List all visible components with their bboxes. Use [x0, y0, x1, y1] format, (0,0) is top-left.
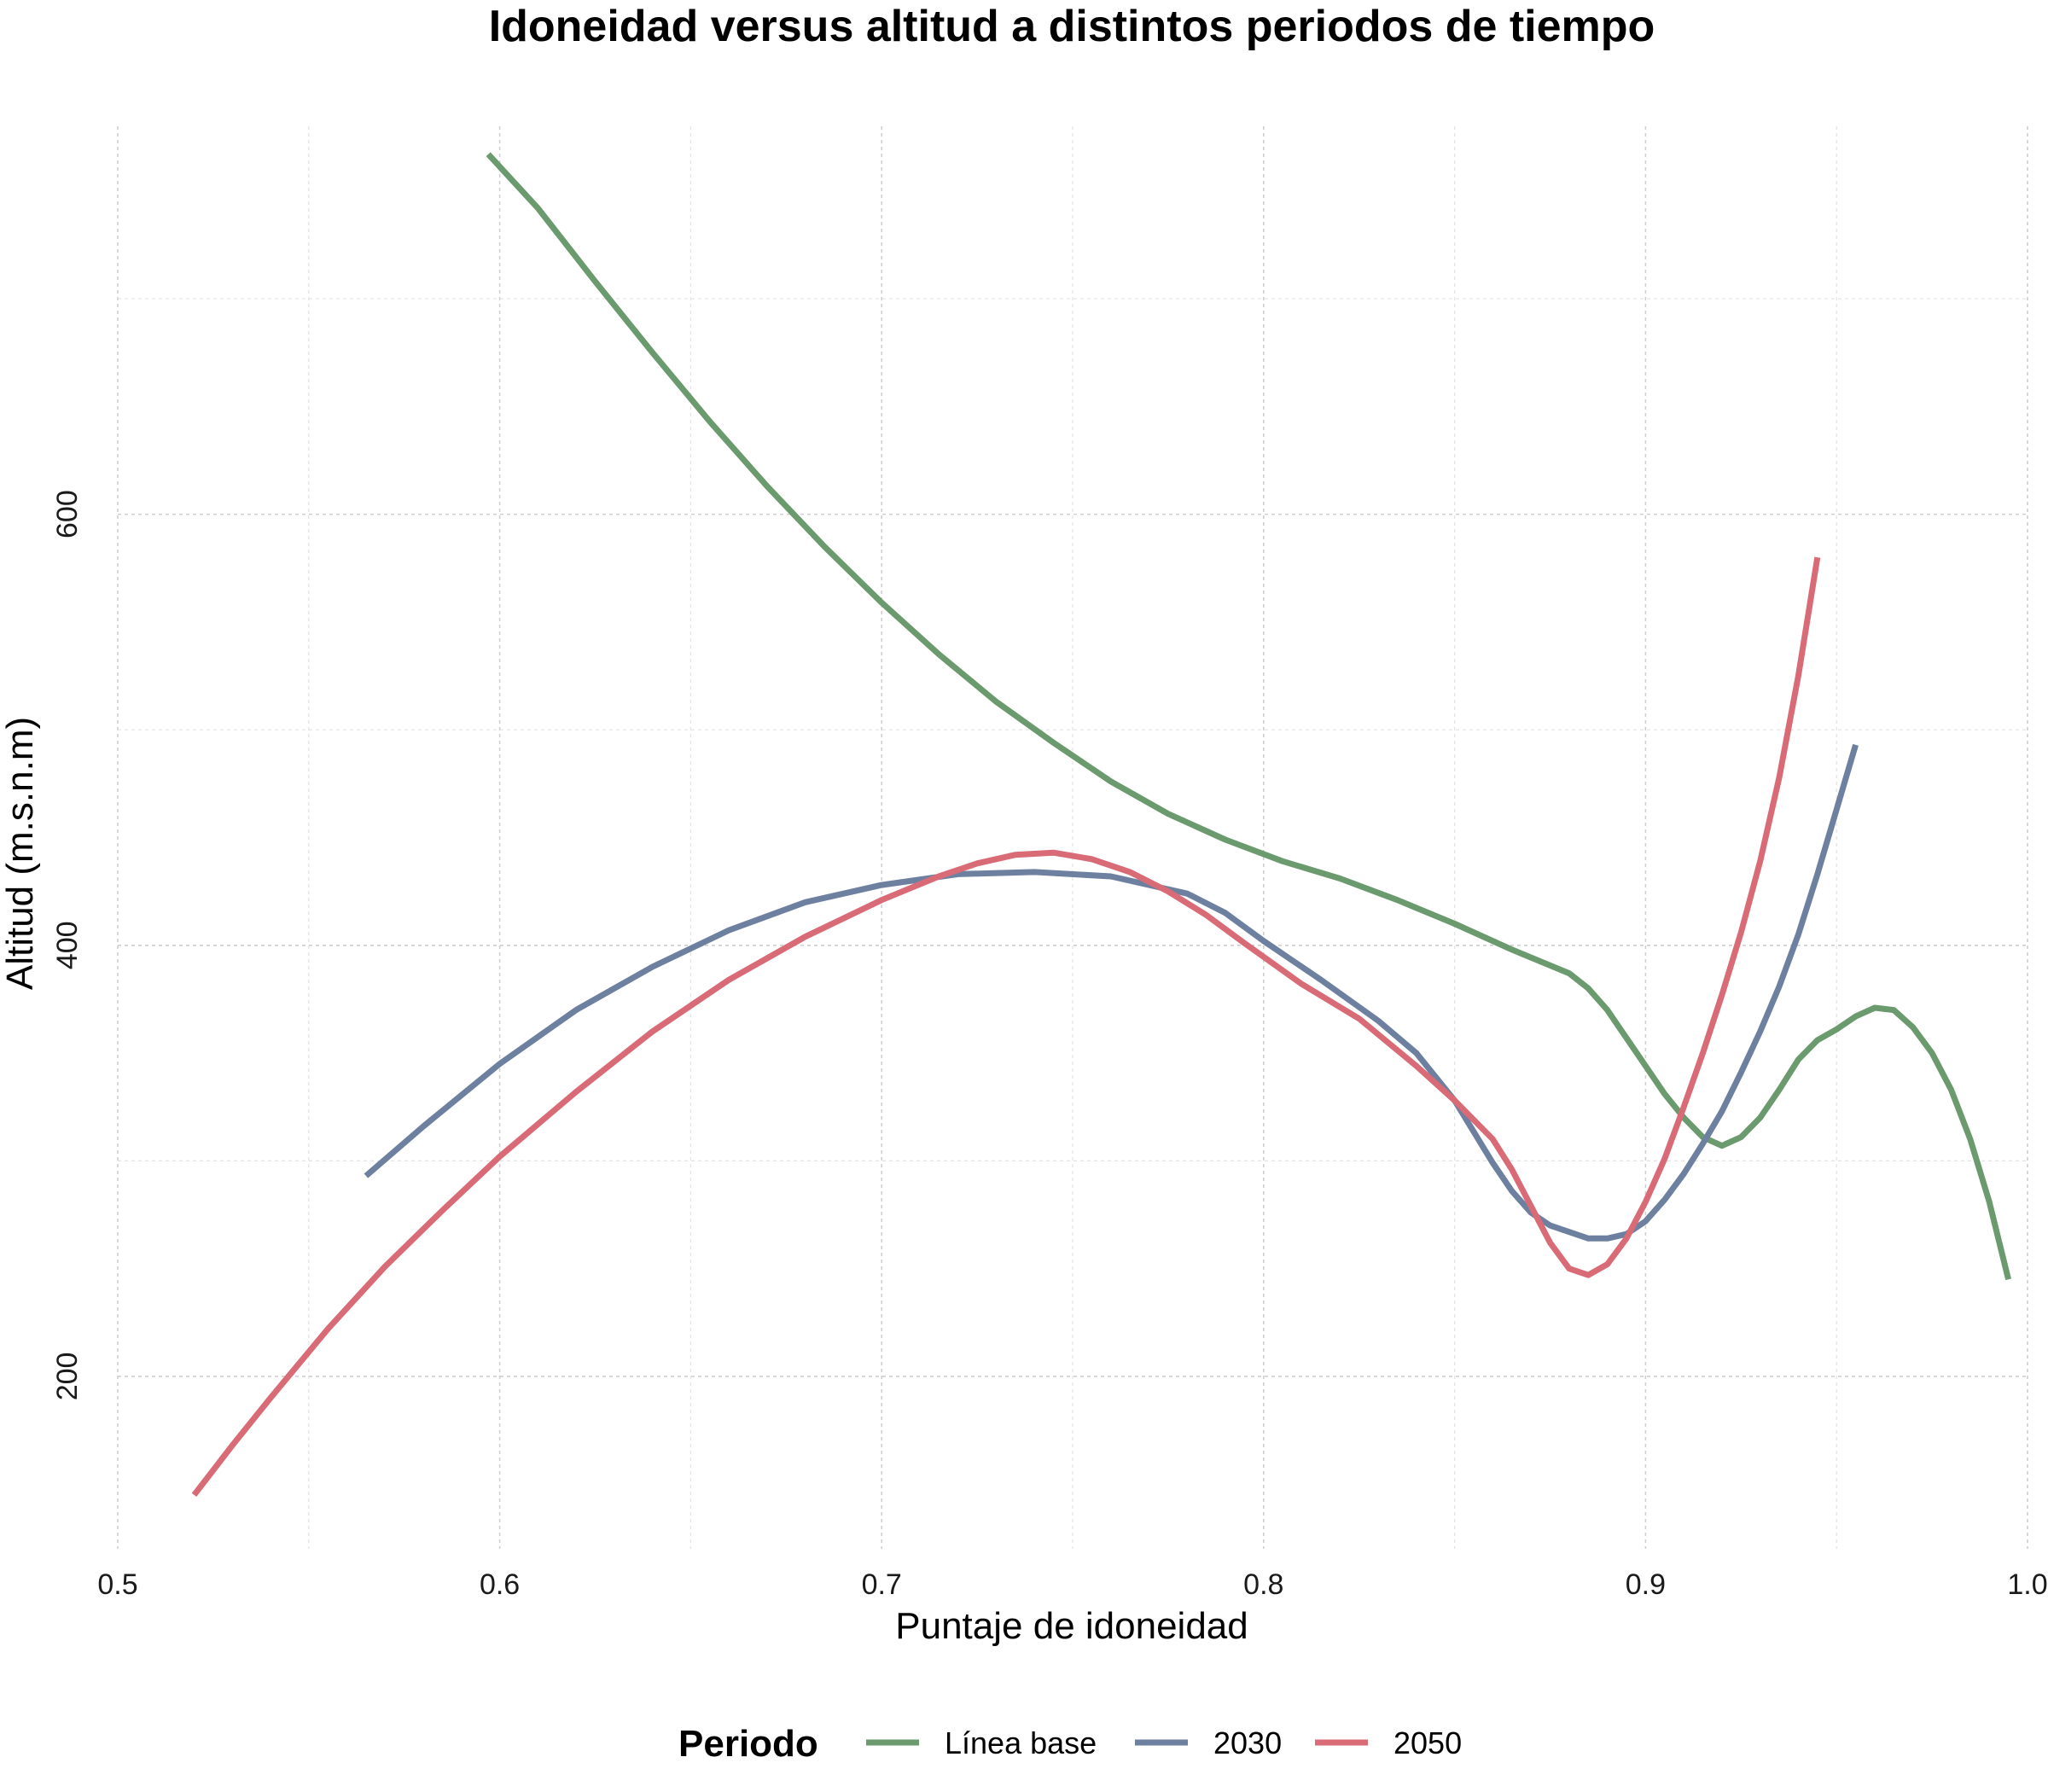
series-lines [191, 152, 2011, 1498]
legend-title: Periodo [678, 1723, 818, 1765]
legend: Periodo Línea base 2030 2050 [678, 1723, 1462, 1765]
y-tick-label: 600 [51, 490, 84, 538]
x-tick-label: 1.0 [2007, 1568, 2047, 1601]
x-tick-label: 0.9 [1626, 1568, 1666, 1601]
series-line-1 [364, 743, 1859, 1242]
legend-label-1: 2030 [1213, 1725, 1282, 1760]
x-axis-title: Puntaje de idoneidad [895, 1605, 1248, 1647]
grid [117, 126, 2028, 1549]
series-line-2 [191, 556, 1821, 1498]
y-axis-ticks: 200 400 600 [51, 490, 84, 1400]
x-axis-ticks: 0.5 0.6 0.7 0.8 0.9 1.0 [97, 1568, 2047, 1601]
series-line-0 [486, 152, 2011, 1281]
x-tick-label: 0.7 [862, 1568, 902, 1601]
y-tick-label: 200 [51, 1353, 84, 1401]
y-tick-label: 400 [51, 921, 84, 969]
x-tick-label: 0.6 [480, 1568, 520, 1601]
y-axis-title: Altitud (m.s.n.m) [0, 717, 41, 990]
legend-label-2: 2050 [1393, 1725, 1462, 1760]
chart-title: Idoneidad versus altitud a distintos per… [489, 2, 1655, 51]
legend-label-0: Línea base [945, 1725, 1097, 1760]
x-tick-label: 0.5 [97, 1568, 137, 1601]
x-tick-label: 0.8 [1243, 1568, 1283, 1601]
